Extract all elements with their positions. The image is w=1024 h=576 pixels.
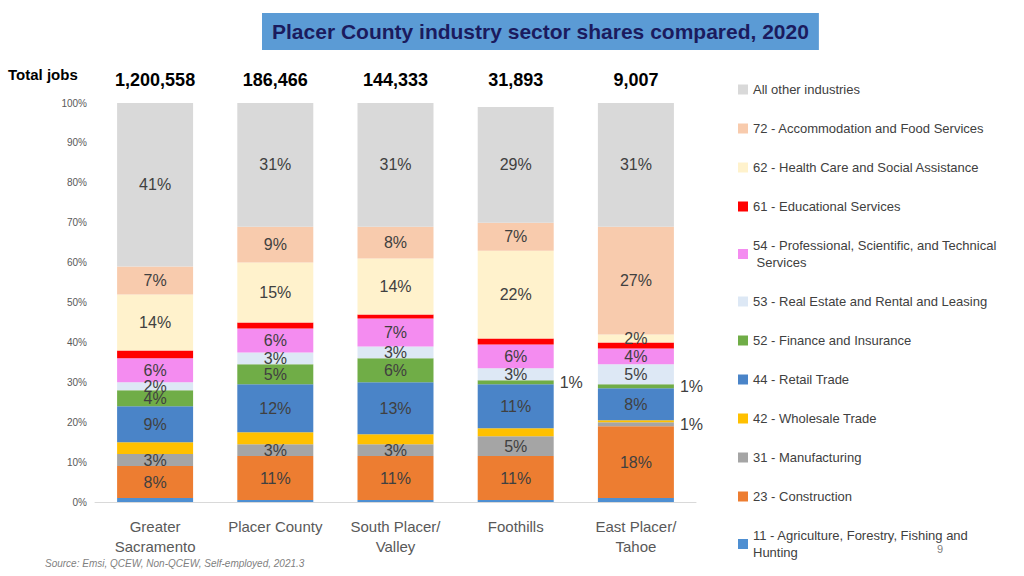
svg-text:Total jobs: Total jobs: [8, 66, 78, 83]
svg-text:31,893: 31,893: [488, 70, 543, 90]
svg-text:6%: 6%: [144, 362, 167, 379]
svg-text:9%: 9%: [264, 236, 287, 253]
svg-text:0%: 0%: [73, 497, 88, 508]
svg-text:9,007: 9,007: [613, 70, 658, 90]
svg-text:30%: 30%: [67, 377, 87, 388]
svg-text:6%: 6%: [504, 348, 527, 365]
svg-text:31%: 31%: [259, 156, 291, 173]
svg-text:2%: 2%: [144, 378, 167, 395]
svg-text:1%: 1%: [680, 416, 703, 433]
svg-text:11 - Agriculture, Forestry, Fi: 11 - Agriculture, Forestry, Fishing and: [753, 528, 971, 543]
svg-text:Placer County: Placer County: [228, 518, 323, 535]
svg-text:4%: 4%: [143, 389, 167, 407]
svg-text:3%: 3%: [384, 442, 407, 459]
svg-text:South Placer/: South Placer/: [350, 518, 441, 535]
svg-text:8%: 8%: [384, 234, 407, 251]
svg-text:5%: 5%: [504, 438, 527, 455]
svg-text:9: 9: [937, 543, 943, 555]
svg-text:62 - Health Care and Social As: 62 - Health Care and Social Assistance: [753, 160, 978, 175]
svg-text:East Placer/: East Placer/: [595, 518, 677, 535]
svg-text:42 - Wholesale Trade: 42 - Wholesale Trade: [753, 411, 877, 426]
svg-text:12%: 12%: [259, 400, 291, 417]
svg-text:5%: 5%: [624, 366, 647, 383]
svg-text:Placer County industry sector: Placer County industry sector shares com…: [272, 20, 809, 43]
svg-text:1%: 1%: [680, 378, 703, 395]
svg-text:50%: 50%: [67, 297, 87, 308]
svg-text:100%: 100%: [61, 98, 87, 109]
svg-text:41%: 41%: [139, 176, 171, 193]
svg-text:Greater: Greater: [130, 518, 181, 535]
svg-text:186,466: 186,466: [243, 70, 308, 90]
svg-text:1%: 1%: [560, 374, 583, 391]
svg-text:80%: 80%: [67, 177, 87, 188]
svg-text:Source: Emsi, QCEW, Non-QCEW,: Source: Emsi, QCEW, Non-QCEW, Self-emplo…: [45, 558, 305, 569]
svg-text:29%: 29%: [500, 156, 532, 173]
svg-text:11%: 11%: [500, 398, 531, 415]
svg-text:5%: 5%: [264, 366, 287, 383]
svg-text:31%: 31%: [379, 156, 411, 173]
svg-text:27%: 27%: [620, 272, 652, 289]
svg-text:54 - Professional, Scientific,: 54 - Professional, Scientific, and Techn…: [753, 238, 996, 253]
svg-text:3%: 3%: [504, 366, 527, 383]
svg-text:Tahoe: Tahoe: [615, 538, 656, 555]
svg-text:11%: 11%: [380, 470, 411, 487]
svg-text:3%: 3%: [264, 350, 287, 367]
svg-text:7%: 7%: [504, 228, 527, 245]
svg-text:31%: 31%: [620, 156, 652, 173]
svg-text:All other industries: All other industries: [753, 82, 860, 97]
svg-text:40%: 40%: [67, 337, 87, 348]
svg-text:11%: 11%: [500, 470, 531, 487]
svg-text:Hunting: Hunting: [753, 545, 798, 560]
svg-text:18%: 18%: [620, 454, 652, 471]
svg-text:44 - Retail Trade: 44 - Retail Trade: [753, 372, 849, 387]
svg-text:14%: 14%: [379, 278, 411, 295]
svg-text:4%: 4%: [624, 348, 647, 365]
svg-text:Valley: Valley: [376, 538, 416, 555]
svg-text:23 - Construction: 23 - Construction: [753, 489, 852, 504]
svg-text:72 - Accommodation and Food Se: 72 - Accommodation and Food Services: [753, 121, 984, 136]
svg-text:3%: 3%: [264, 442, 287, 459]
svg-text:9%: 9%: [144, 416, 167, 433]
svg-text:2%: 2%: [624, 330, 647, 347]
svg-text:144,333: 144,333: [363, 70, 428, 90]
svg-text:8%: 8%: [624, 396, 647, 413]
svg-text:22%: 22%: [500, 286, 532, 303]
svg-text:3%: 3%: [384, 344, 407, 361]
svg-text:60%: 60%: [67, 257, 87, 268]
svg-text:Services: Services: [753, 255, 807, 270]
svg-text:52 - Finance and Insurance: 52 - Finance and Insurance: [753, 333, 911, 348]
svg-text:61 - Educational Services: 61 - Educational Services: [753, 199, 901, 214]
svg-text:6%: 6%: [264, 332, 287, 349]
svg-text:14%: 14%: [139, 314, 171, 331]
svg-text:Sacramento: Sacramento: [115, 538, 196, 555]
svg-text:90%: 90%: [67, 137, 87, 148]
svg-text:31 - Manufacturing: 31 - Manufacturing: [753, 450, 861, 465]
svg-text:15%: 15%: [259, 284, 291, 301]
svg-text:7%: 7%: [144, 272, 167, 289]
svg-text:6%: 6%: [384, 362, 407, 379]
svg-text:11%: 11%: [260, 470, 291, 487]
svg-text:7%: 7%: [384, 324, 407, 341]
svg-text:13%: 13%: [379, 400, 411, 417]
svg-text:3%: 3%: [144, 452, 167, 469]
svg-text:Foothills: Foothills: [488, 518, 544, 535]
svg-text:53 - Real Estate and Rental an: 53 - Real Estate and Rental and Leasing: [753, 294, 987, 309]
svg-text:70%: 70%: [67, 217, 87, 228]
svg-text:10%: 10%: [67, 457, 87, 468]
svg-text:8%: 8%: [144, 474, 167, 491]
svg-text:20%: 20%: [67, 417, 87, 428]
svg-text:1,200,558: 1,200,558: [115, 70, 195, 90]
